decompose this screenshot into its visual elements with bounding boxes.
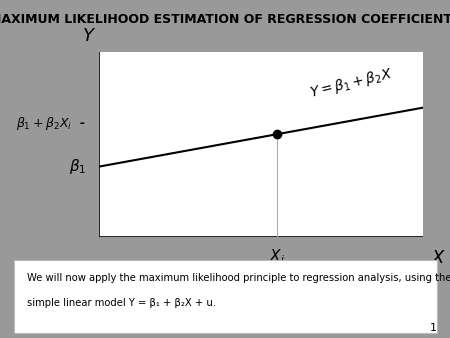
Text: $X$: $X$	[432, 249, 447, 267]
FancyBboxPatch shape	[14, 260, 436, 333]
Text: MAXIMUM LIKELIHOOD ESTIMATION OF REGRESSION COEFFICIENTS: MAXIMUM LIKELIHOOD ESTIMATION OF REGRESS…	[0, 13, 450, 26]
Text: $Y = \beta_1 + \beta_2 X$: $Y = \beta_1 + \beta_2 X$	[308, 65, 395, 102]
Text: $\beta_1 + \beta_2 X_i$  -: $\beta_1 + \beta_2 X_i$ -	[16, 115, 86, 132]
Text: We will now apply the maximum likelihood principle to regression analysis, using: We will now apply the maximum likelihood…	[27, 273, 450, 283]
Text: $Y$: $Y$	[82, 27, 96, 45]
Text: simple linear model Y = β₁ + β₂X + u.: simple linear model Y = β₁ + β₂X + u.	[27, 298, 216, 308]
Text: $\beta_1$: $\beta_1$	[68, 157, 86, 176]
Text: 1: 1	[429, 323, 436, 333]
Text: $X_i$: $X_i$	[269, 248, 285, 266]
